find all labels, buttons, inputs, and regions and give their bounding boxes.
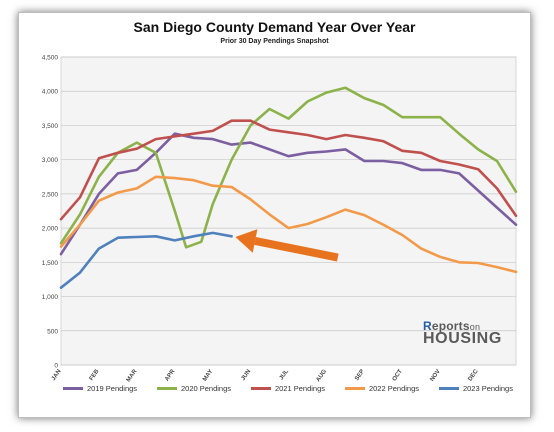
logo-text-reports: eports xyxy=(431,319,470,333)
y-tick-label: 500 xyxy=(47,328,58,335)
y-tick-label: 0 xyxy=(54,363,58,370)
legend-label: 2023 Pendings xyxy=(462,383,513,393)
legend-swatch xyxy=(156,386,177,390)
logo-text-housing: HOUSING xyxy=(423,330,502,347)
y-tick-label: 1,000 xyxy=(42,294,59,301)
y-tick-label: 2,500 xyxy=(42,191,59,198)
y-tick-label: 4,000 xyxy=(42,89,59,96)
y-tick-label: 1,500 xyxy=(42,260,59,267)
chart-legend: 2019 Pendings 2020 Pendings 2021 Pendings 2… xyxy=(63,381,513,395)
legend-swatch xyxy=(344,386,365,390)
legend-label: 2019 Pendings xyxy=(87,383,138,393)
legend-swatch xyxy=(63,386,83,390)
series-line xyxy=(59,119,518,221)
line-chart: 0 500 1,000 1,500 2,000 2,500 3,000 3,500 4,000 4… xyxy=(42,55,518,383)
x-tick-label: SEP xyxy=(354,369,366,382)
chart-card: San Diego County Demand Year Over Year P… xyxy=(18,12,531,418)
legend-swatch xyxy=(250,386,271,390)
series-line xyxy=(59,132,518,256)
x-tick-label: JAN xyxy=(51,369,63,382)
y-tick-label: 4,500 xyxy=(42,55,59,62)
legend-label: 2020 Pendings xyxy=(180,383,232,393)
arrow-head xyxy=(235,229,258,253)
logo-text-on: on xyxy=(469,322,481,332)
plot-area xyxy=(60,56,517,366)
reports-on-housing-logo: Reportson HOUSING xyxy=(423,319,513,359)
legend-swatch xyxy=(438,386,459,390)
legend-item: 2023 Pendings xyxy=(438,383,513,393)
legend-item: 2022 Pendings xyxy=(344,383,419,393)
series-line xyxy=(59,86,518,249)
y-tick-label: 2,000 xyxy=(42,226,59,233)
chart-title: San Diego County Demand Year Over Year xyxy=(133,19,416,35)
chart-subtitle: Prior 30 Day Pendings Snapshot xyxy=(220,38,329,45)
legend-label: 2021 Pendings xyxy=(274,383,326,393)
series-line xyxy=(59,231,233,289)
legend-item: 2019 Pendings xyxy=(63,384,137,393)
y-tick-label: 3,000 xyxy=(42,157,59,164)
x-tick-label: JUN xyxy=(240,369,252,382)
series-line xyxy=(59,175,518,274)
legend-item: 2021 Pendings xyxy=(250,383,326,393)
legend-label: 2022 Pendings xyxy=(368,383,419,393)
y-tick-label: 3,500 xyxy=(42,123,59,130)
x-tick-label: FEB xyxy=(89,368,101,382)
x-tick-label: JUL xyxy=(279,368,291,381)
arrow-shaft xyxy=(254,237,339,262)
legend-item: 2020 Pendings xyxy=(156,383,232,393)
